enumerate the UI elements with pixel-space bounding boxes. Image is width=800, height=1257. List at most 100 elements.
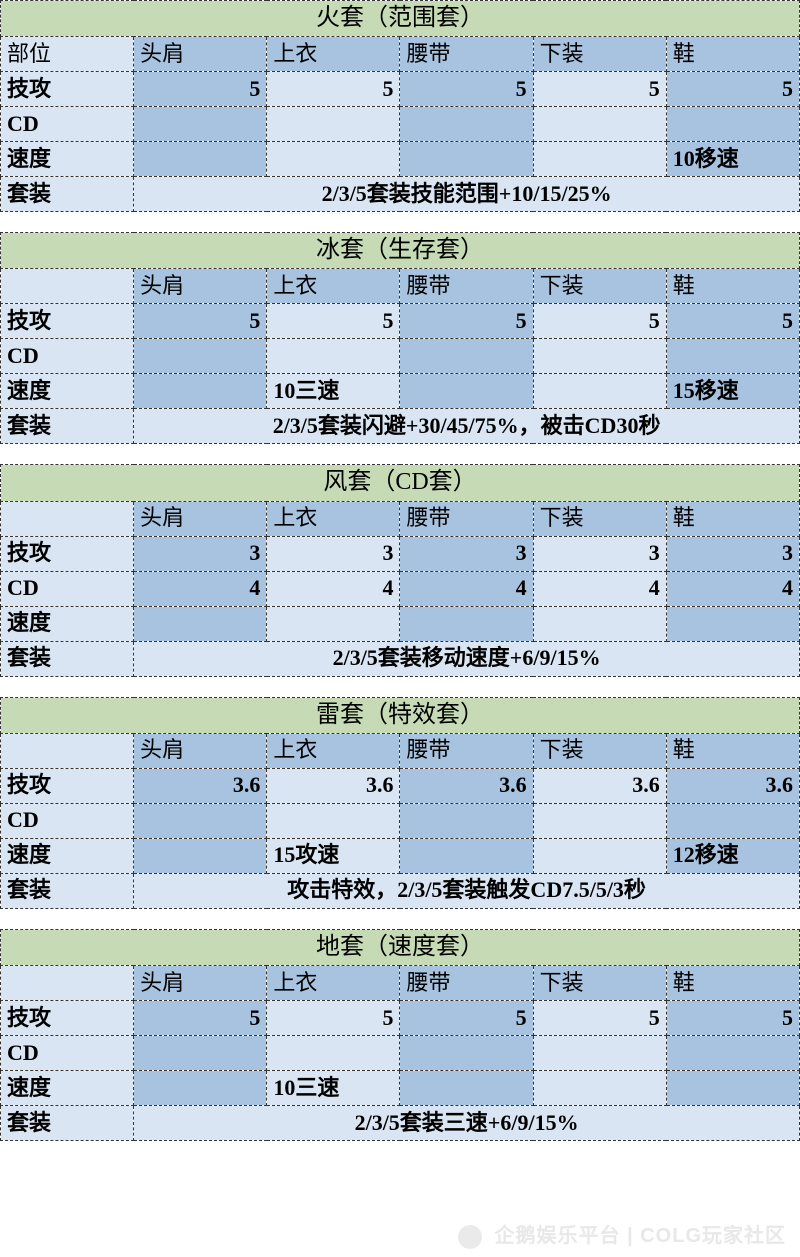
value-cell: 5 — [267, 72, 400, 107]
value-cell — [134, 803, 267, 838]
row-label-setbonus: 套装 — [1, 409, 134, 444]
column-header: 头肩 — [134, 269, 267, 304]
value-cell: 12移速 — [666, 838, 799, 873]
column-header: 鞋 — [666, 501, 799, 536]
set-title: 雷套（特效套） — [1, 697, 800, 733]
row-label-setbonus: 套装 — [1, 641, 134, 676]
row-label-setbonus: 套装 — [1, 1105, 134, 1140]
row-label: 技攻 — [1, 536, 134, 571]
value-cell — [134, 1035, 267, 1070]
column-header: 下装 — [533, 501, 666, 536]
row-label: 技攻 — [1, 768, 134, 803]
value-cell — [533, 1070, 666, 1105]
set-bonus-text: 2/3/5套装三速+6/9/15% — [134, 1105, 800, 1140]
column-header: 腰带 — [400, 37, 533, 72]
value-cell: 5 — [533, 304, 666, 339]
value-cell: 4 — [267, 571, 400, 606]
value-cell: 15移速 — [666, 374, 799, 409]
set-bonus-text: 2/3/5套装闪避+30/45/75%，被击CD30秒 — [134, 409, 800, 444]
value-cell — [533, 803, 666, 838]
value-cell — [267, 606, 400, 641]
row-label: 速度 — [1, 838, 134, 873]
equipment-table: 雷套（特效套）头肩上衣腰带下装鞋技攻3.63.63.63.63.6CD速度15攻… — [0, 697, 800, 909]
value-cell — [666, 1035, 799, 1070]
value-cell: 3.6 — [267, 768, 400, 803]
set-title: 地套（速度套） — [1, 929, 800, 965]
row-label: 技攻 — [1, 72, 134, 107]
row-label-part — [1, 965, 134, 1000]
value-cell — [533, 838, 666, 873]
value-cell: 5 — [267, 1000, 400, 1035]
value-cell: 5 — [134, 72, 267, 107]
column-header: 下装 — [533, 965, 666, 1000]
set-table: 冰套（生存套）头肩上衣腰带下装鞋技攻55555CD速度10三速15移速套装2/3… — [0, 232, 800, 444]
value-cell: 4 — [134, 571, 267, 606]
row-label: CD — [1, 803, 134, 838]
row-label: 速度 — [1, 606, 134, 641]
value-cell: 5 — [666, 72, 799, 107]
value-cell: 5 — [267, 304, 400, 339]
row-label-part — [1, 501, 134, 536]
value-cell — [533, 142, 666, 177]
value-cell — [267, 339, 400, 374]
value-cell — [533, 1035, 666, 1070]
value-cell: 4 — [666, 571, 799, 606]
value-cell — [400, 1035, 533, 1070]
value-cell — [267, 803, 400, 838]
value-cell — [134, 339, 267, 374]
value-cell: 5 — [666, 1000, 799, 1035]
equipment-table: 风套（CD套）头肩上衣腰带下装鞋技攻33333CD44444速度套装2/3/5套… — [0, 464, 800, 676]
set-bonus-text: 攻击特效，2/3/5套装触发CD7.5/5/3秒 — [134, 873, 800, 908]
row-label: CD — [1, 107, 134, 142]
value-cell — [400, 374, 533, 409]
watermark-text: 企鹅娱乐平台 | COLG玩家社区 — [495, 1225, 786, 1247]
value-cell: 4 — [400, 571, 533, 606]
row-label: 速度 — [1, 1070, 134, 1105]
value-cell — [267, 107, 400, 142]
value-cell: 5 — [666, 304, 799, 339]
value-cell — [400, 606, 533, 641]
column-header: 鞋 — [666, 269, 799, 304]
tables-container: 火套（范围套）部位头肩上衣腰带下装鞋技攻55555CD速度10移速套装2/3/5… — [0, 0, 800, 1141]
column-header: 腰带 — [400, 501, 533, 536]
set-title: 风套（CD套） — [1, 465, 800, 501]
value-cell — [267, 1035, 400, 1070]
column-header: 下装 — [533, 37, 666, 72]
value-cell: 5 — [400, 304, 533, 339]
value-cell: 3 — [400, 536, 533, 571]
value-cell — [666, 606, 799, 641]
value-cell — [400, 142, 533, 177]
value-cell — [533, 374, 666, 409]
value-cell: 10三速 — [267, 1070, 400, 1105]
column-header: 鞋 — [666, 965, 799, 1000]
value-cell: 3 — [533, 536, 666, 571]
value-cell — [666, 339, 799, 374]
value-cell — [666, 1070, 799, 1105]
column-header: 头肩 — [134, 733, 267, 768]
value-cell: 5 — [533, 72, 666, 107]
row-label-part — [1, 733, 134, 768]
column-header: 鞋 — [666, 37, 799, 72]
row-label-part — [1, 269, 134, 304]
value-cell — [400, 838, 533, 873]
set-table: 风套（CD套）头肩上衣腰带下装鞋技攻33333CD44444速度套装2/3/5套… — [0, 464, 800, 676]
row-label: CD — [1, 1035, 134, 1070]
set-table: 地套（速度套）头肩上衣腰带下装鞋技攻55555CD速度10三速套装2/3/5套装… — [0, 929, 800, 1141]
column-header: 下装 — [533, 733, 666, 768]
row-label: 速度 — [1, 142, 134, 177]
value-cell — [666, 803, 799, 838]
set-bonus-text: 2/3/5套装技能范围+10/15/25% — [134, 177, 800, 212]
value-cell: 5 — [400, 72, 533, 107]
column-header: 头肩 — [134, 965, 267, 1000]
value-cell: 3 — [267, 536, 400, 571]
watermark-logo-icon — [458, 1225, 482, 1249]
column-header: 头肩 — [134, 501, 267, 536]
value-cell — [134, 374, 267, 409]
column-header: 上衣 — [267, 733, 400, 768]
row-label: CD — [1, 339, 134, 374]
row-label: CD — [1, 571, 134, 606]
set-table: 雷套（特效套）头肩上衣腰带下装鞋技攻3.63.63.63.63.6CD速度15攻… — [0, 697, 800, 909]
column-header: 上衣 — [267, 965, 400, 1000]
set-bonus-text: 2/3/5套装移动速度+6/9/15% — [134, 641, 800, 676]
value-cell — [134, 107, 267, 142]
